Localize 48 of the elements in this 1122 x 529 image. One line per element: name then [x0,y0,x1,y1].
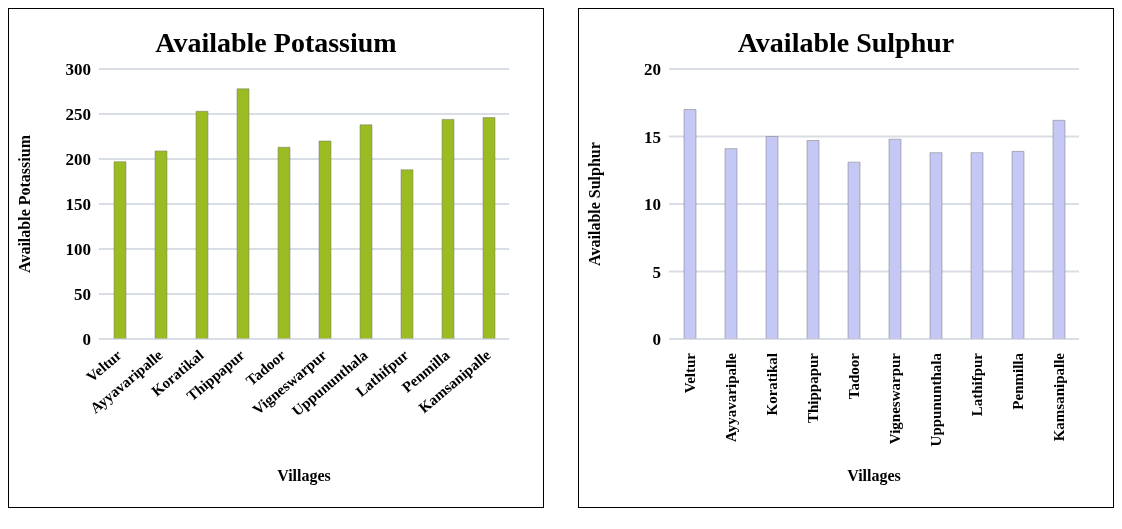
bar [929,152,943,339]
x-tick-label: Kamsanipalle [1050,352,1067,442]
bar [1052,120,1066,339]
y-tick-label: 100 [65,240,91,260]
bar [888,138,902,339]
y-tick-label: 300 [65,60,91,80]
y-tick-label: 0 [652,330,661,350]
x-axis-title: Villages [847,467,901,485]
x-tick-label: Koratikal [763,353,780,416]
bar [318,140,332,339]
x-tick-label: Veltur [681,352,698,394]
y-tick-label: 200 [65,150,91,170]
y-tick-label: 0 [82,330,91,350]
bar [236,88,250,339]
chart-title: Available Potassium [154,27,398,59]
x-tick-label: Vigneswarpur [886,352,903,445]
bar [765,136,779,339]
x-tick-label: Penmilla [1009,352,1026,410]
y-tick-label: 5 [652,262,661,282]
bar [724,148,738,339]
y-axis-title: Available Sulphur [585,142,604,266]
bar [277,147,291,339]
bar [154,150,168,339]
y-tick-label: 250 [65,105,91,125]
y-tick-label: 50 [74,285,91,305]
bar [113,161,127,339]
chart-title: Available Sulphur [736,27,956,59]
bar [847,161,861,339]
y-tick-label: 20 [644,60,661,80]
x-tick-label: Thippapur [804,352,821,424]
x-tick-label: Uppununthala [927,352,944,447]
y-tick-label: 10 [644,195,661,215]
bar [1011,151,1025,339]
x-tick-label: Lathifpur [968,352,985,417]
y-axis-title: Available Potassium [15,134,33,273]
x-axis-title: Villages [277,467,331,485]
y-tick-label: 15 [644,127,661,147]
x-tick-label: Ayyavaripalle [722,352,739,442]
bar [400,169,414,339]
bar [683,109,697,339]
bar [970,152,984,339]
bar [195,111,209,339]
bar [806,140,820,339]
bar [441,119,455,339]
bar [359,124,373,339]
x-tick-label: Tadoor [845,352,862,400]
y-tick-label: 150 [65,195,91,215]
bar [482,117,496,339]
